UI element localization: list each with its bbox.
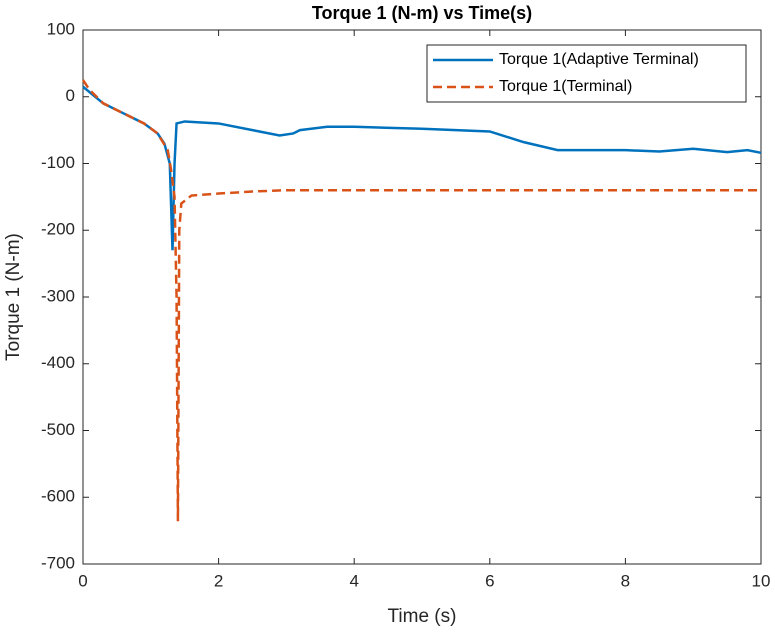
- x-tick-label: 6: [485, 571, 494, 590]
- chart-title: Torque 1 (N-m) vs Time(s): [312, 3, 532, 23]
- y-tick-label: 100: [47, 19, 75, 38]
- x-tick-label: 4: [349, 571, 358, 590]
- y-tick-label: -100: [41, 153, 75, 172]
- x-tick-label: 2: [214, 571, 223, 590]
- y-tick-label: -700: [41, 553, 75, 572]
- plot-area: [82, 29, 762, 565]
- y-axis-label: Torque 1 (N-m): [3, 233, 24, 361]
- legend-label: Torque 1(Adaptive Terminal): [499, 51, 699, 68]
- x-tick-label: 0: [78, 571, 87, 590]
- data-line: [81, 79, 761, 522]
- legend-label: Torque 1(Terminal): [499, 78, 632, 95]
- y-tick-label: -600: [41, 487, 75, 506]
- x-axis-label: Time (s): [388, 606, 457, 627]
- y-tick-label: -500: [41, 420, 75, 439]
- y-tick-label: -200: [41, 220, 75, 239]
- legend-box: [426, 44, 747, 103]
- y-tick-label: -400: [41, 353, 75, 372]
- x-tick-label: 10: [752, 571, 771, 590]
- x-tick-label: 8: [621, 571, 630, 590]
- y-tick-label: 0: [66, 86, 75, 105]
- y-tick-label: -300: [41, 286, 75, 305]
